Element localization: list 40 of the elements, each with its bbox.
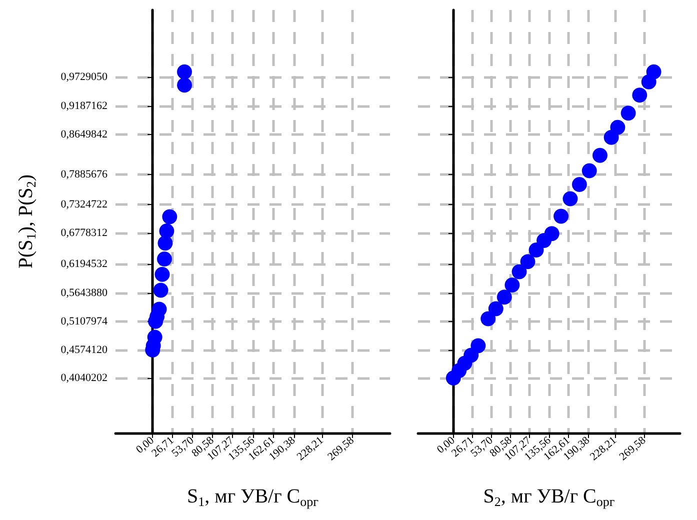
point [572,176,587,192]
y-tick-label: 0,7885676 [60,168,108,181]
point [646,64,662,80]
point [504,277,520,292]
y-tick-label: 0,4574120 [60,344,108,356]
y-tick-label: 0,6194532 [60,258,108,270]
point [512,264,527,280]
point [152,302,167,317]
y-tick-label: 0,9187162 [60,100,108,112]
point [562,191,578,206]
point [488,301,504,316]
y-axis-title: P(S1), P(S2) [15,174,38,269]
y-tick-label: 0,5643880 [60,287,108,300]
y-tick-label: 0,6778312 [60,227,108,240]
point [544,226,560,242]
point [632,88,648,103]
y-tick-label: 0,7324722 [60,198,108,210]
point [470,338,486,354]
point [158,236,173,251]
point [177,64,192,80]
point [147,330,162,345]
point [554,208,569,224]
point [162,209,178,224]
point [528,242,544,258]
point [610,120,626,135]
point [159,224,174,239]
y-tick-label: 0,8649842 [60,128,108,140]
point [520,254,536,270]
y-tick-label: 0,4040202 [60,372,108,384]
point [592,148,608,163]
point [156,252,172,267]
point [177,78,192,93]
point [620,106,636,121]
point [480,311,496,326]
point [496,290,512,305]
y-tick-label: 0,9729050 [60,71,108,84]
y-tick-label: 0,5107974 [60,316,108,328]
point [582,163,597,178]
point [154,266,170,282]
point [153,282,168,298]
